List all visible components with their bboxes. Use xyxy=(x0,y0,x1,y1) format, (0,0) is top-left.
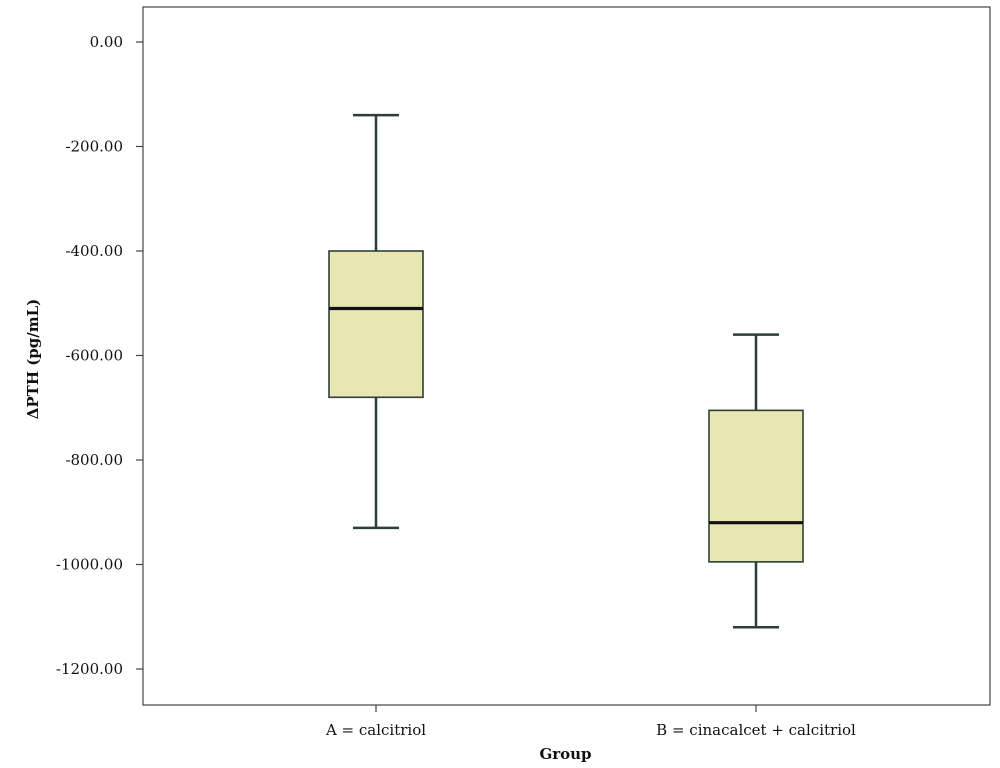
x-tick-label: A = calcitriol xyxy=(325,721,426,739)
y-tick-label: -1200.00 xyxy=(56,660,123,678)
y-tick-label: -600.00 xyxy=(65,347,123,365)
iqr-box xyxy=(328,250,424,399)
x-tick-label: B = cinacalcet + calcitriol xyxy=(656,721,856,739)
x-axis-title: Group xyxy=(539,745,591,763)
y-tick-label: 0.00 xyxy=(90,33,123,51)
iqr-box xyxy=(708,409,804,563)
y-tick-label: -1000.00 xyxy=(56,556,123,574)
y-tick-label: -800.00 xyxy=(65,451,123,469)
y-tick-label: -200.00 xyxy=(65,138,123,156)
y-tick-label: -400.00 xyxy=(65,242,123,260)
y-axis-title: ΔPTH (pg/mL) xyxy=(24,299,42,420)
plot-area-frame xyxy=(142,6,991,706)
